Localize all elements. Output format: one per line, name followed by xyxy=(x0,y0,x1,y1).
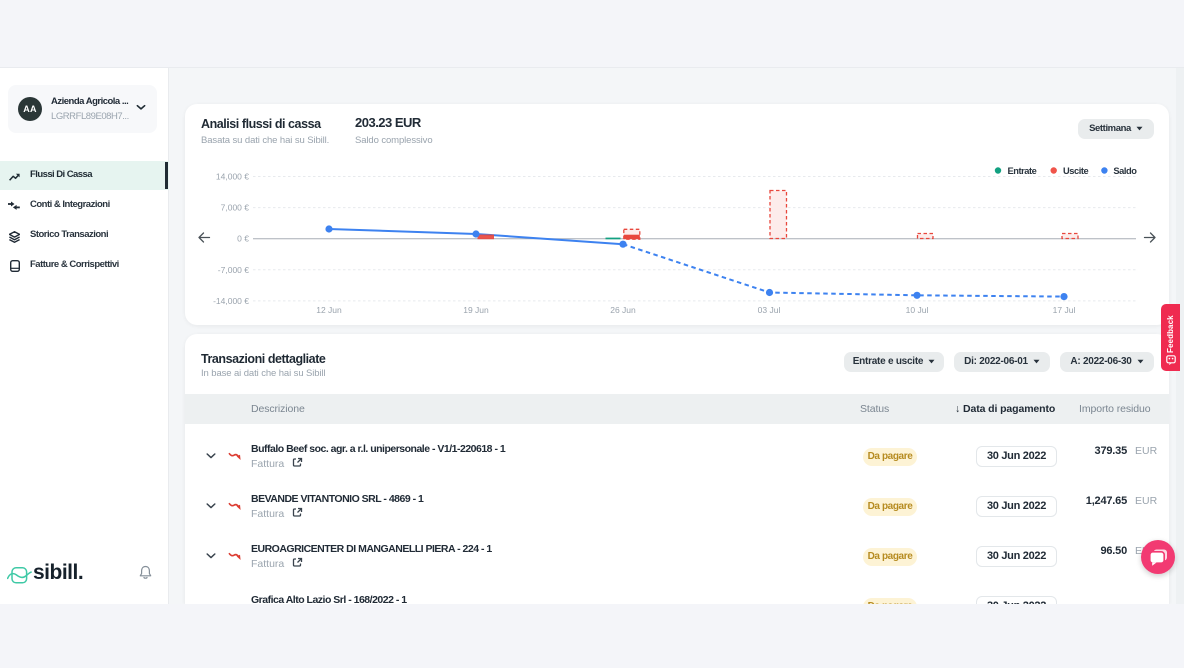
svg-text:03 Jul: 03 Jul xyxy=(758,305,781,315)
svg-text:14,000 €: 14,000 € xyxy=(216,172,249,182)
svg-text:17 Jul: 17 Jul xyxy=(1053,305,1076,315)
svg-text:19 Jun: 19 Jun xyxy=(463,305,489,315)
svg-text:0 €: 0 € xyxy=(237,234,249,244)
svg-text:26 Jun: 26 Jun xyxy=(610,305,636,315)
svg-text:12 Jun: 12 Jun xyxy=(316,305,342,315)
svg-text:Saldo: Saldo xyxy=(1113,166,1137,176)
svg-text:10 Jul: 10 Jul xyxy=(906,305,929,315)
svg-text:-14,000 €: -14,000 € xyxy=(213,296,249,306)
svg-text:Entrate: Entrate xyxy=(1008,166,1037,176)
svg-text:7,000 €: 7,000 € xyxy=(221,203,250,213)
svg-text:-7,000 €: -7,000 € xyxy=(218,265,249,275)
svg-text:Uscite: Uscite xyxy=(1063,166,1088,176)
